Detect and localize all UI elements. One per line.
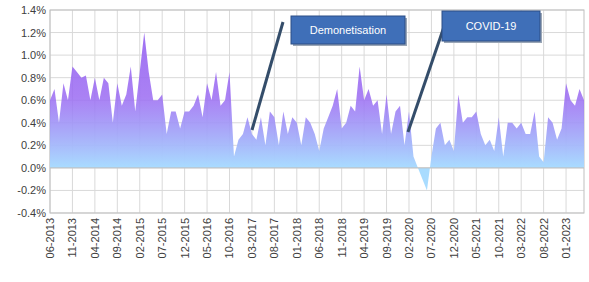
x-tick-label: 03-2017 bbox=[246, 218, 258, 258]
x-tick-label: 12-2020 bbox=[448, 218, 460, 258]
x-tick-label: 06-2018 bbox=[313, 218, 325, 258]
x-tick-label: 11-2013 bbox=[66, 218, 78, 258]
x-tick-label: 01-2023 bbox=[560, 218, 572, 258]
zero-line bbox=[50, 167, 584, 168]
y-tick-label: 0.8% bbox=[21, 72, 46, 84]
y-tick-label: 1.0% bbox=[21, 49, 46, 61]
grid-line bbox=[251, 10, 252, 213]
annotation-arrow bbox=[408, 18, 447, 132]
y-tick-label: 0.6% bbox=[21, 94, 46, 106]
x-tick-label: 03-2022 bbox=[515, 218, 527, 258]
grid-line bbox=[50, 55, 584, 56]
x-tick-label: 05-2021 bbox=[470, 218, 482, 258]
x-tick-label: 09-2019 bbox=[381, 218, 393, 258]
grid-line bbox=[274, 10, 275, 213]
x-tick-label: 02-2020 bbox=[403, 218, 415, 258]
x-tick-label: 08-2022 bbox=[538, 218, 550, 258]
annotation-box bbox=[291, 16, 405, 44]
x-tick-label: 10-2016 bbox=[223, 218, 235, 258]
x-tick-label: 07-2015 bbox=[156, 218, 168, 258]
y-tick-label: 1.2% bbox=[21, 27, 46, 39]
x-tick-label: 10-2021 bbox=[493, 218, 505, 258]
annotation-text: COVID-19 bbox=[466, 20, 517, 32]
area-series bbox=[50, 33, 584, 191]
y-tick-label: -0.4% bbox=[17, 207, 46, 219]
plot-frame bbox=[50, 10, 584, 213]
grid-line bbox=[50, 190, 584, 191]
annotation-box bbox=[442, 11, 540, 41]
x-tick-label: 04-2019 bbox=[358, 218, 370, 258]
annotation-text: Demonetisation bbox=[310, 24, 386, 36]
x-tick-label: 05-2016 bbox=[201, 218, 213, 258]
x-tick-label: 04-2014 bbox=[89, 218, 101, 258]
annotation-arrow bbox=[252, 22, 283, 130]
x-tick-label: 01-2018 bbox=[291, 218, 303, 258]
y-tick-label: 0.0% bbox=[21, 162, 46, 174]
y-tick-label: -0.2% bbox=[17, 184, 46, 196]
x-tick-label: 11-2018 bbox=[336, 218, 348, 258]
plot-area bbox=[50, 33, 584, 191]
background bbox=[0, 0, 589, 282]
y-tick-label: 1.4% bbox=[21, 4, 46, 16]
x-tick-label: 08-2017 bbox=[268, 218, 280, 258]
grid-line bbox=[431, 10, 432, 213]
x-tick-label: 02-2015 bbox=[134, 218, 146, 258]
y-tick-label: 0.4% bbox=[21, 117, 46, 129]
y-tick-label: 0.2% bbox=[21, 139, 46, 151]
x-tick-label: 06-2013 bbox=[44, 218, 56, 258]
grid-line bbox=[543, 10, 544, 213]
x-tick-label: 07-2020 bbox=[425, 218, 437, 258]
grid-line bbox=[50, 167, 584, 168]
chart-svg: -0.4% -0.2% 0.0% 0.2% 0.4% 0.6% 0.8% 1.0% 1.2% 1.… bbox=[0, 0, 589, 282]
chart-container: -0.4% -0.2% 0.0% 0.2% 0.4% 0.6% 0.8% 1.0% 1.2% 1.… bbox=[0, 0, 589, 282]
x-tick-label: 09-2014 bbox=[111, 218, 123, 258]
x-tick-label: 12-2015 bbox=[179, 218, 191, 258]
